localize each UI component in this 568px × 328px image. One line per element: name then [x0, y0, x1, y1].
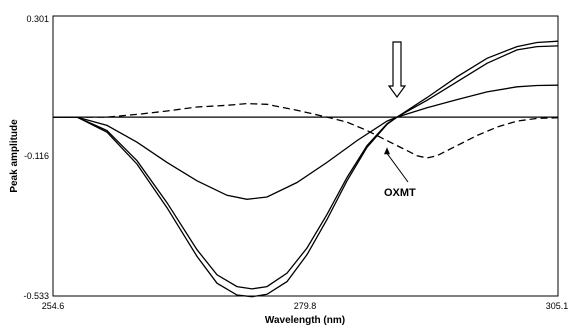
- x-tick-left: 254.6: [42, 301, 65, 311]
- x-tick-right: 305.1: [546, 301, 568, 311]
- y-tick-top: 0.301: [26, 14, 49, 24]
- y-tick-bottom: -0.533: [23, 291, 49, 301]
- y-tick-middle: -0.116: [24, 151, 49, 161]
- x-tick-middle: 279.8: [294, 301, 317, 311]
- x-axis-title: Wavelength (nm): [265, 315, 345, 326]
- oxmt-label: OXMT: [384, 187, 416, 199]
- y-axis-title: Peak amplitude: [9, 119, 20, 193]
